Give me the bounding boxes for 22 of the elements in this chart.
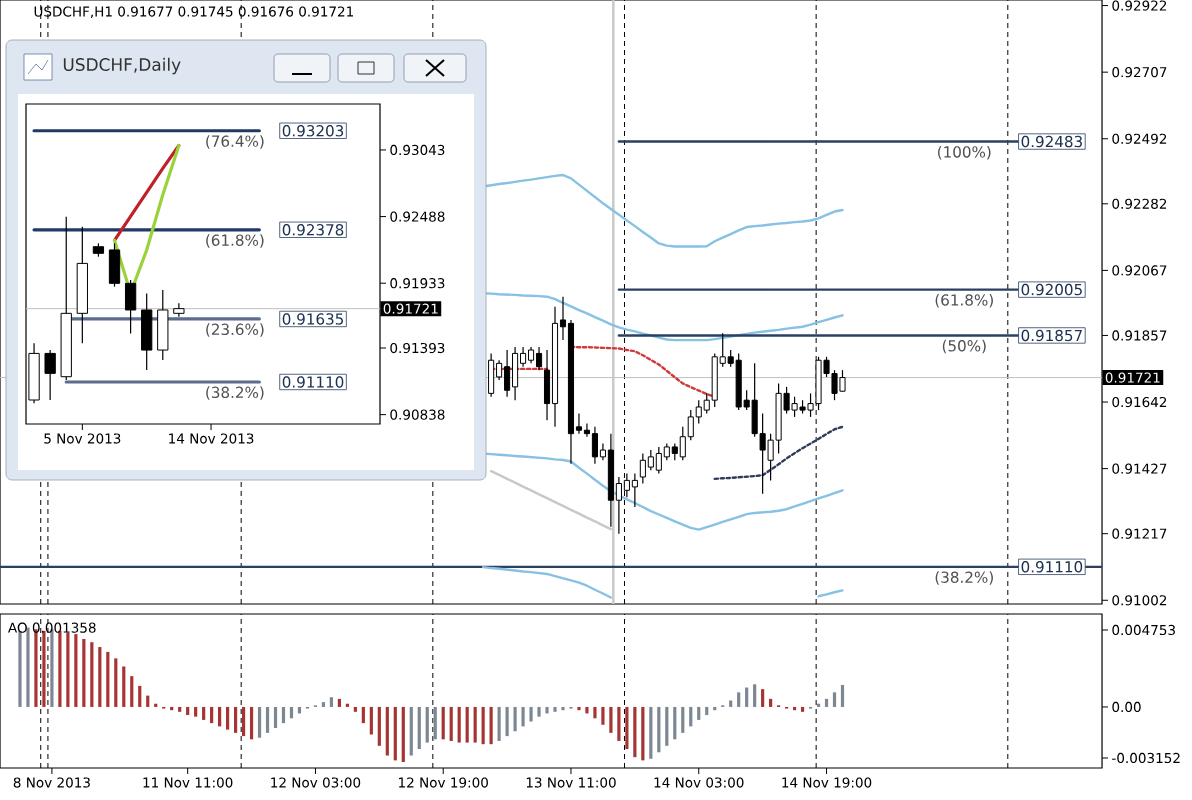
- candlestick: [639, 452, 646, 485]
- candlestick: [775, 382, 782, 455]
- candlestick: [488, 352, 495, 398]
- candlestick: [157, 289, 169, 361]
- candlestick: [124, 279, 137, 334]
- candlestick: [535, 346, 543, 371]
- candlestick: [839, 369, 846, 393]
- candlestick: [735, 352, 742, 411]
- candlestick: [647, 449, 654, 471]
- candlestick: [791, 396, 798, 418]
- candlestick: [173, 302, 185, 318]
- candlestick: [711, 352, 718, 408]
- line-series: [112, 143, 181, 242]
- candlestick: [504, 349, 511, 398]
- candlestick: [591, 426, 598, 465]
- candlestick: [141, 292, 153, 371]
- candlestick: [108, 242, 121, 288]
- candlestick: [655, 446, 662, 475]
- candlestick: [512, 346, 519, 401]
- chart-title: USDCHF,Daily: [63, 57, 181, 75]
- candlestick: [631, 472, 638, 508]
- candlestick: [44, 349, 56, 401]
